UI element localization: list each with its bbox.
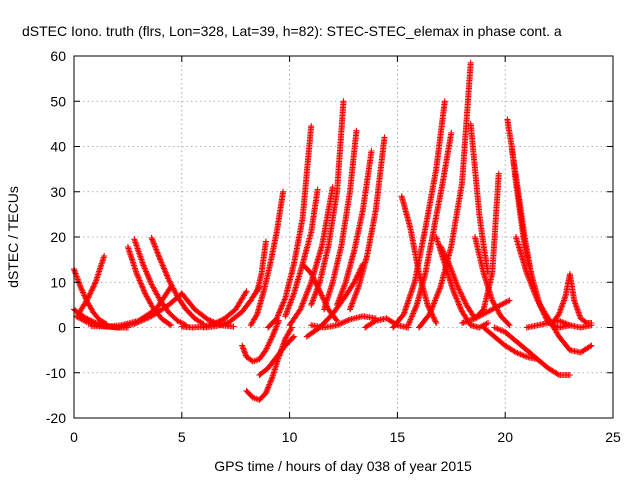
- data-point-markers: [467, 120, 491, 277]
- data-point-markers: [286, 184, 336, 329]
- data-point-markers: [416, 59, 474, 331]
- data-point-markers: [459, 297, 513, 326]
- data-point-markers: [308, 313, 379, 331]
- data-point-markers: [200, 283, 263, 331]
- y-tick-label: -10: [46, 365, 66, 381]
- series-arc-20: [286, 184, 336, 329]
- chart-title: dSTEC Iono. truth (flrs, Lon=328, Lat=39…: [22, 23, 562, 39]
- series-arc-39: [491, 324, 573, 378]
- y-tick-label: 0: [58, 320, 66, 336]
- series-arc-42: [549, 271, 595, 326]
- data-point-markers: [282, 186, 321, 320]
- series-arc-17: [254, 238, 269, 295]
- series-arc-34: [437, 170, 502, 322]
- series-arc-03: [75, 253, 108, 317]
- x-tick-label: 25: [605, 429, 621, 445]
- data-point-markers: [437, 170, 502, 322]
- data-point-markers: [480, 324, 541, 363]
- series-arc-22: [321, 127, 360, 313]
- data-point-markers: [256, 333, 297, 378]
- series-arc-12: [200, 283, 263, 331]
- x-tick-label: 5: [178, 429, 186, 445]
- x-tick-label: 0: [70, 429, 78, 445]
- series-arc-24: [347, 134, 388, 313]
- y-tick-label: 40: [50, 139, 66, 155]
- series-arc-41: [513, 234, 595, 356]
- data-point-markers: [549, 271, 595, 326]
- y-tick-label: 30: [50, 184, 66, 200]
- data-point-markers: [75, 253, 108, 317]
- data-point-markers: [362, 315, 412, 331]
- series-arc-35: [467, 120, 491, 277]
- series-arc-31: [405, 129, 455, 329]
- series-arc-43: [459, 297, 513, 326]
- series-arc-13: [239, 317, 282, 365]
- data-point-markers: [390, 98, 448, 331]
- data-layer: [71, 59, 595, 403]
- data-point-markers: [247, 188, 287, 329]
- x-tick-label: 20: [497, 429, 513, 445]
- series-arc-18: [265, 123, 315, 331]
- data-point-markers: [265, 123, 315, 331]
- x-tick-label: 15: [390, 429, 406, 445]
- series-arc-15: [256, 333, 297, 378]
- series-arc-44: [523, 317, 595, 331]
- data-point-markers: [114, 290, 185, 331]
- data-point-markers: [523, 317, 595, 331]
- data-point-markers: [254, 238, 269, 295]
- series-arc-27: [308, 313, 379, 331]
- y-tick-label: 60: [50, 48, 66, 64]
- y-tick-label: 10: [50, 274, 66, 290]
- series-arc-30: [390, 98, 448, 331]
- series-arc-40: [480, 324, 541, 363]
- data-point-markers: [239, 317, 282, 365]
- data-point-markers: [491, 324, 573, 378]
- data-point-markers: [148, 234, 207, 327]
- series-arc-19: [282, 186, 321, 320]
- data-point-markers: [321, 127, 360, 313]
- series-arc-32: [416, 59, 474, 331]
- series-arc-16: [247, 188, 287, 329]
- x-axis-label: GPS time / hours of day 038 of year 2015: [214, 458, 472, 474]
- y-tick-label: 50: [50, 93, 66, 109]
- y-axis-label: dSTEC / TECUs: [5, 186, 21, 288]
- y-tick-label: 20: [50, 229, 66, 245]
- series-arc-28: [362, 315, 412, 331]
- series-arc-26: [299, 261, 340, 324]
- y-tick-label: -20: [46, 410, 66, 426]
- grid-layer: [74, 56, 613, 418]
- data-point-markers: [513, 234, 595, 356]
- series-arc-07: [148, 234, 207, 327]
- x-tick-label: 10: [282, 429, 298, 445]
- data-point-markers: [405, 129, 455, 329]
- series-arc-09: [114, 290, 185, 331]
- data-point-markers: [299, 261, 340, 324]
- tick-layer: 0 5 10 15 20 25 -20 -10 0 10 20 30 40 50 60: [46, 48, 621, 445]
- data-point-markers: [347, 134, 388, 313]
